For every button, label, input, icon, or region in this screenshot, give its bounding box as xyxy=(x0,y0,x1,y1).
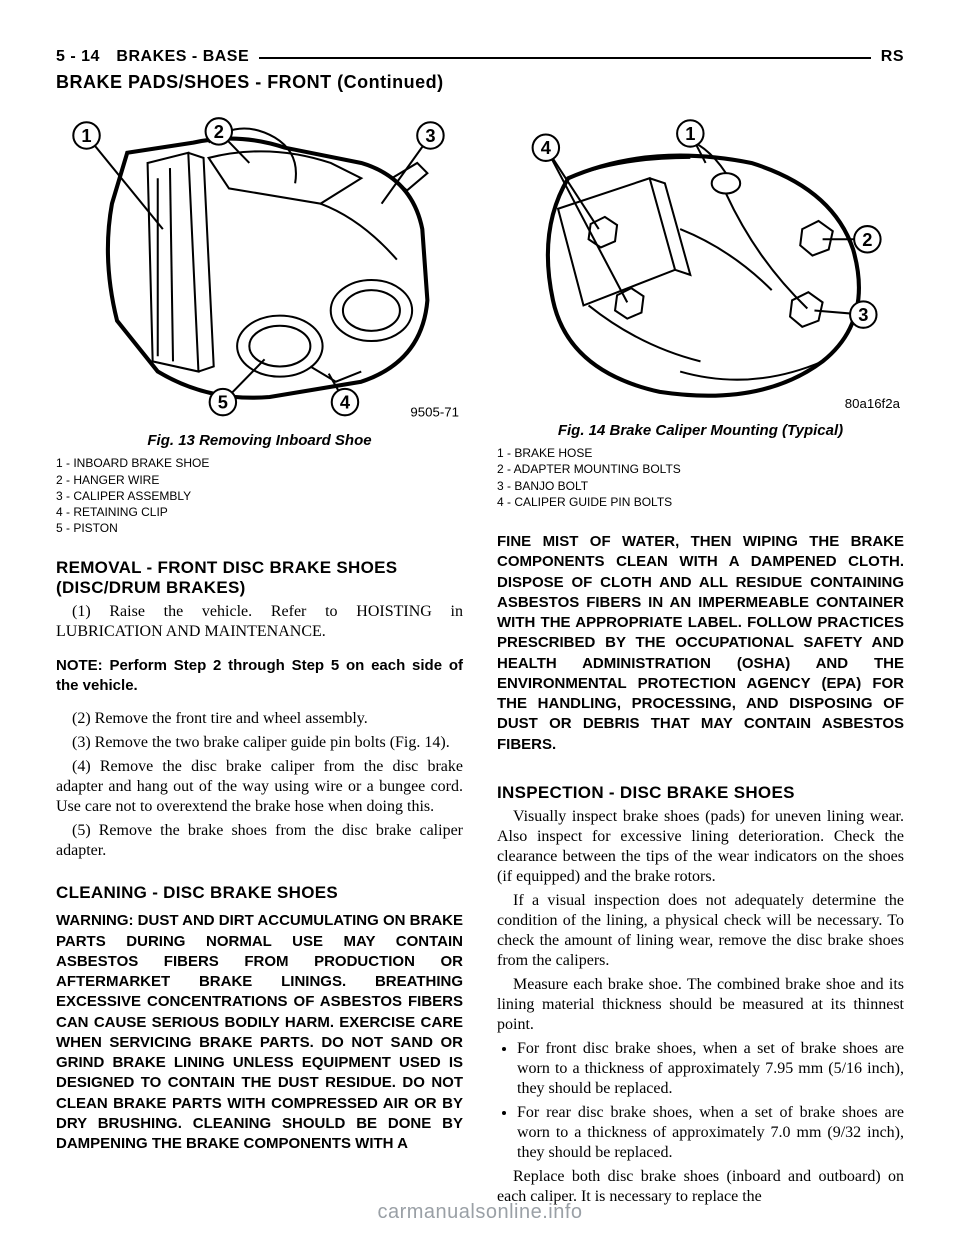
removal-step-2: (2) Remove the front tire and wheel asse… xyxy=(56,709,463,729)
svg-text:4: 4 xyxy=(340,392,351,413)
inspection-p2: If a visual inspection does not adequate… xyxy=(497,891,904,971)
removal-heading: REMOVAL - FRONT DISC BRAKE SHOES (DISC/D… xyxy=(56,558,463,598)
column-left: 9505-71 1 2 3 4 5 Fig. 13 Removing Inboa… xyxy=(56,107,463,1211)
inspection-bullet-1: For front disc brake shoes, when a set o… xyxy=(517,1039,904,1099)
cleaning-heading: CLEANING - DISC BRAKE SHOES xyxy=(56,883,463,903)
footer-watermark: carmanualsonline.info xyxy=(0,1201,960,1224)
removal-step-4: (4) Remove the disc brake caliper from t… xyxy=(56,757,463,817)
figure-13-legend: 1 - INBOARD BRAKE SHOE 2 - HANGER WIRE 3… xyxy=(56,455,463,536)
svg-text:3: 3 xyxy=(425,125,435,146)
inspection-bullets: For front disc brake shoes, when a set o… xyxy=(497,1039,904,1163)
column-right: 80a16f2a 1 2 3 4 Fig. 14 Brake Caliper M… xyxy=(497,107,904,1211)
inspection-bullet-2: For rear disc brake shoes, when a set of… xyxy=(517,1103,904,1163)
figure-13-caption: Fig. 13 Removing Inboard Shoe xyxy=(56,432,463,449)
removal-step-3: (3) Remove the two brake caliper guide p… xyxy=(56,733,463,753)
svg-text:4: 4 xyxy=(541,137,552,158)
removal-step-1: (1) Raise the vehicle. Refer to HOISTING… xyxy=(56,602,463,642)
removal-step-5: (5) Remove the brake shoes from the disc… xyxy=(56,821,463,861)
figure-13-partno: 9505-71 xyxy=(410,404,459,419)
header-left: 5 - 14 BRAKES - BASE xyxy=(56,48,249,66)
figure-14-partno: 80a16f2a xyxy=(845,396,901,411)
figure-13-svg: 9505-71 1 2 3 4 5 xyxy=(56,107,463,422)
svg-text:1: 1 xyxy=(81,125,91,146)
page-header: 5 - 14 BRAKES - BASE RS xyxy=(56,48,904,66)
page: 5 - 14 BRAKES - BASE RS BRAKE PADS/SHOES… xyxy=(0,0,960,1242)
inspection-p3: Measure each brake shoe. The combined br… xyxy=(497,975,904,1035)
svg-text:3: 3 xyxy=(858,304,868,325)
content-columns: 9505-71 1 2 3 4 5 Fig. 13 Removing Inboa… xyxy=(56,107,904,1211)
figure-14-svg: 80a16f2a 1 2 3 4 xyxy=(497,107,904,412)
svg-text:1: 1 xyxy=(685,123,695,144)
svg-text:2: 2 xyxy=(214,121,224,142)
inspection-heading: INSPECTION - DISC BRAKE SHOES xyxy=(497,783,904,803)
section-continued: BRAKE PADS/SHOES - FRONT (Continued) xyxy=(56,72,904,93)
inspection-p1: Visually inspect brake shoes (pads) for … xyxy=(497,807,904,887)
figure-13: 9505-71 1 2 3 4 5 xyxy=(56,107,463,422)
warning-continued: FINE MIST OF WATER, THEN WIPING THE BRAK… xyxy=(497,532,904,755)
removal-note: NOTE: Perform Step 2 through Step 5 on e… xyxy=(56,656,463,695)
svg-text:5: 5 xyxy=(218,392,228,413)
figure-14-caption: Fig. 14 Brake Caliper Mounting (Typical) xyxy=(497,422,904,439)
cleaning-warning: WARNING: DUST AND DIRT ACCUMULATING ON B… xyxy=(56,911,463,1154)
svg-text:2: 2 xyxy=(862,229,872,250)
header-rule xyxy=(259,57,871,59)
header-right: RS xyxy=(881,48,904,66)
figure-14-legend: 1 - BRAKE HOSE 2 - ADAPTER MOUNTING BOLT… xyxy=(497,445,904,510)
figure-14: 80a16f2a 1 2 3 4 xyxy=(497,107,904,412)
